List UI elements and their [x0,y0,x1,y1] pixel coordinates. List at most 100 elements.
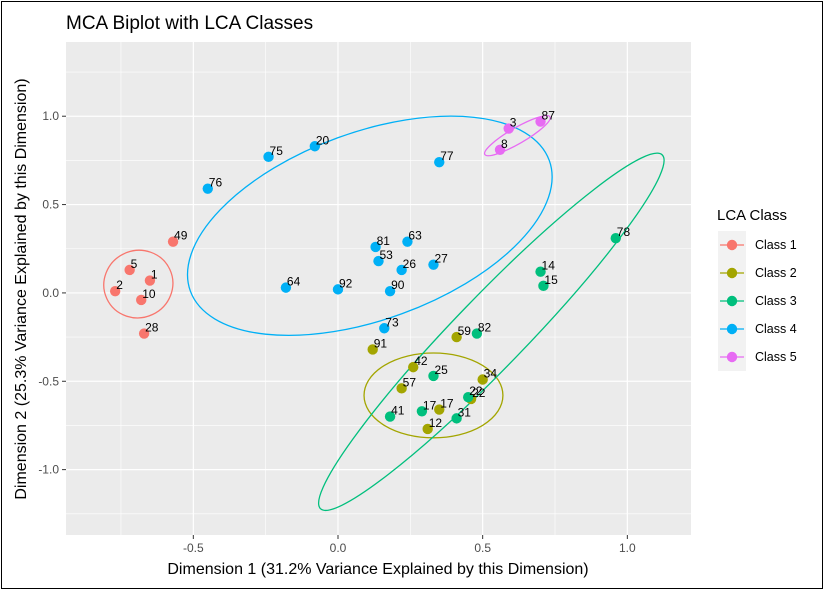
point-label-73: 73 [385,315,399,329]
plot-panel [66,42,691,535]
point-class-4-53 [373,255,384,267]
point-label-3: 3 [510,116,517,130]
point-label-17: 17 [423,398,437,412]
ellipse-class-3 [317,152,665,512]
y-axis-ticks: -1.0 -0.5 0.0 0.5 1.0 [38,109,66,477]
point-label-5: 5 [131,257,138,271]
point-label-81: 81 [377,234,391,248]
point-label-59: 59 [458,324,472,338]
point-class-3-25 [428,370,439,382]
point-class-4-92 [332,284,344,295]
point-class-2-59 [451,331,462,343]
point-label-57: 57 [403,375,417,389]
point-class-2-34 [477,374,488,385]
point-class-3-41 [384,411,396,422]
point-label-78: 78 [617,225,631,239]
point-class-4-27 [428,259,439,270]
point-class-2-57 [396,383,407,394]
point-class-1-2 [109,285,121,297]
legend-item-class-4: Class 4 [718,315,797,343]
y-tick-label: -0.5 [38,374,59,388]
point-class-2-42 [408,361,419,373]
minor-gridlines [66,42,691,535]
point-class-5-8 [494,144,506,155]
x-tick-label: 0.0 [330,541,347,555]
y-tick-label: 0.5 [42,198,59,212]
legend-label: Class 4 [755,322,797,336]
legend-items: Class 1 Class 2 Class 3 Class 4 Class 5 [718,231,797,371]
point-class-1-28 [138,328,150,339]
point-label-27: 27 [434,252,448,266]
point-class-3-82 [471,328,483,339]
x-tick-label: -0.5 [183,541,204,555]
point-label-34: 34 [484,367,498,381]
data-points [109,116,621,435]
point-class-2-12 [422,423,433,435]
point-label-76: 76 [209,176,223,190]
ellipse-class-4 [186,115,553,337]
point-label-87: 87 [542,109,556,123]
point-label-82: 82 [478,321,492,335]
point-class-4-75 [263,151,274,163]
point-class-3-14 [535,266,546,277]
point-label-20: 20 [316,133,330,147]
x-axis-ticks: -0.5 0.0 0.5 1.0 [183,535,636,555]
x-axis-title: Dimension 1 (31.2% Variance Explained by… [167,561,588,578]
point-class-4-76 [202,183,213,194]
point-class-4-20 [309,141,321,152]
legend-label: Class 5 [755,350,797,364]
point-label-41: 41 [391,404,405,418]
y-axis-title: Dimension 2 (25.3% Variance Explained by… [13,78,30,499]
point-class-4-26 [396,264,407,276]
ellipse-class-1 [103,249,174,319]
point-class-5-87 [535,116,546,127]
point-class-4-81 [370,241,381,253]
point-label-12: 12 [429,416,443,430]
point-label-10: 10 [142,287,156,301]
legend-key-point [726,351,738,363]
legend-title: LCA Class [717,207,787,224]
point-label-42: 42 [414,354,428,368]
point-class-4-77 [434,156,445,168]
point-class-3-17 [416,406,428,417]
point-class-1-1 [144,275,156,286]
point-class-1-49 [167,236,179,247]
legend-label: Class 3 [755,294,797,308]
point-class-1-5 [124,264,135,276]
point-label-64: 64 [287,275,301,289]
point-label-2: 2 [116,278,123,292]
y-tick-label: 1.0 [42,109,59,123]
point-label-53: 53 [380,248,394,262]
x-tick-label: 0.5 [474,541,491,555]
ellipse-class-2 [363,352,504,439]
legend-label: Class 2 [755,266,797,280]
point-class-1-10 [136,294,147,306]
legend-label: Class 1 [755,238,797,252]
point-label-25: 25 [434,363,448,377]
point-class-3-31 [451,413,462,424]
point-label-91: 91 [374,336,388,350]
y-tick-label: 0.0 [42,286,59,300]
legend-item-class-3: Class 3 [718,287,797,315]
point-class-3-15 [538,280,549,292]
point-label-22: 22 [469,384,483,398]
point-label-1: 1 [151,268,158,282]
point-label-22: 22 [472,386,486,400]
point-label-77: 77 [440,149,454,163]
point-class-4-90 [384,285,396,297]
point-label-14: 14 [542,259,556,273]
legend-item-class-5: Class 5 [718,343,797,371]
point-label-8: 8 [501,137,508,151]
legend-key-point [726,267,738,279]
point-class-3-78 [610,232,621,244]
point-label-31: 31 [458,405,472,419]
point-label-92: 92 [339,276,353,290]
point-label-75: 75 [270,144,284,158]
point-class-4-73 [379,323,390,334]
point-label-28: 28 [145,321,159,335]
class-ellipses [103,114,665,512]
point-class-3-22 [462,391,474,403]
point-label-26: 26 [403,257,417,271]
